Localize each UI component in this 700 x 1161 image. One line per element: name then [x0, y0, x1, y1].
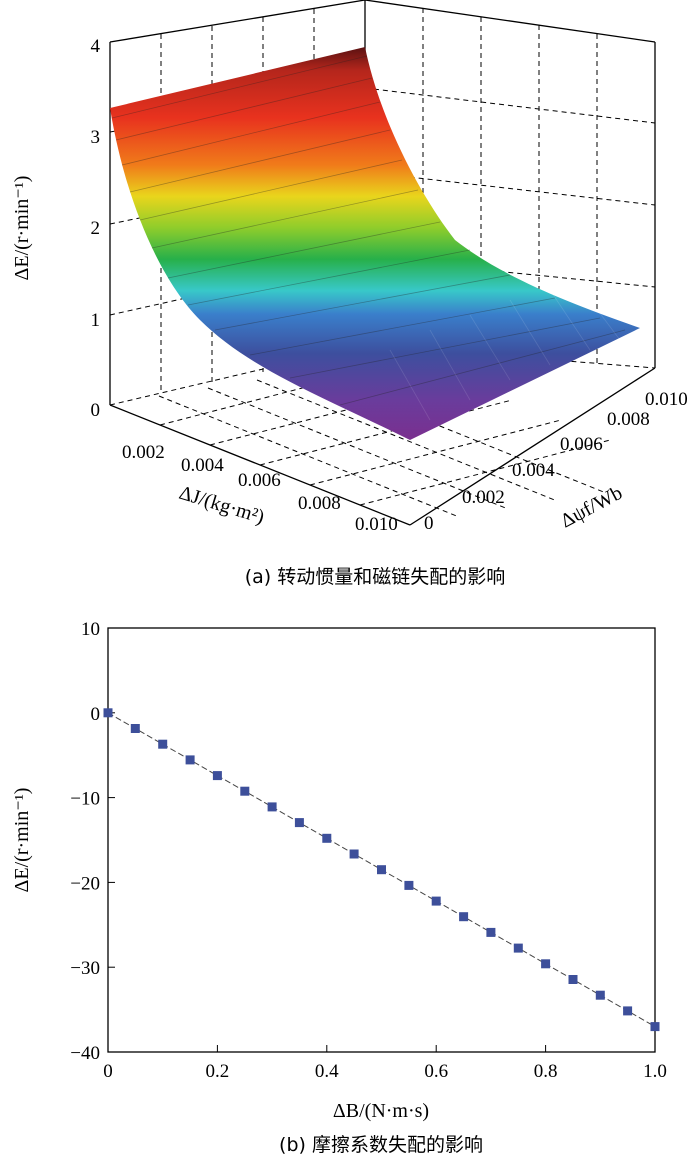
y-tick-label: 10: [81, 619, 100, 640]
y-tick-label: 0.004: [512, 460, 555, 481]
y-tick-label: 0.010: [645, 389, 688, 410]
y-tick-label: −40: [70, 1043, 100, 1064]
data-point: [568, 975, 578, 984]
data-point: [267, 802, 277, 812]
x-tick-label: 0.008: [298, 493, 341, 514]
y-tick-label: −30: [70, 958, 100, 979]
x-tick-label: 0.2: [206, 1061, 230, 1082]
plot-frame: [107, 627, 656, 1053]
y-tick-label: −20: [70, 873, 100, 894]
surface-wire-cross: [389, 289, 621, 421]
y-tick-label: −10: [70, 789, 100, 810]
x-tick-label: 0.004: [181, 455, 224, 476]
z-tick-label: 3: [91, 127, 101, 148]
x-tick-label: 0.6: [424, 1061, 448, 1082]
data-point: [322, 833, 332, 843]
z-tick-label: 4: [91, 36, 101, 57]
x-tick-label: 0.010: [355, 514, 398, 535]
data-point: [240, 786, 250, 796]
data-point: [103, 708, 113, 718]
y-axis-title: Δψf/Wb: [557, 482, 626, 533]
data-point: [294, 818, 304, 828]
x-tick-label: 0.4: [315, 1061, 339, 1082]
data-point: [130, 724, 140, 733]
data-point: [595, 990, 605, 1000]
series-markers: [103, 708, 660, 1032]
x-tick-labels: 0.002 0.004 0.006 0.008 0.010: [122, 442, 398, 535]
data-point: [541, 959, 551, 969]
z-tick-label: 0: [91, 400, 101, 421]
line-figure: 10 0 −10 −20 −30 −40 0 0.2 0.4 0.6 0.8 1.0 ΔE/(r·m…: [0, 600, 700, 1161]
data-point: [623, 1006, 633, 1016]
data-point: [158, 739, 168, 749]
y-tick-label: 0.002: [462, 487, 505, 508]
z-axis-title: ΔE/(r·min⁻¹): [11, 176, 33, 281]
y-ticks: 10 0 −10 −20 −30 −40: [70, 619, 115, 1064]
data-point: [377, 865, 386, 875]
y-tick-labels: 0 0.002 0.004 0.006 0.008 0.010: [424, 389, 688, 534]
caption-b: (b) 摩擦系数失配的影响: [279, 1134, 483, 1156]
y-tick-label: 0.008: [607, 409, 650, 430]
data-point: [212, 771, 222, 781]
z-tick-labels: 4 3 2 1 0: [91, 36, 101, 421]
z-tick-label: 2: [91, 218, 101, 239]
x-tick-label: 0: [103, 1061, 113, 1082]
surface-figure: 4 3 2 1 0 0.002 0.004 0.006 0.008 0.010 …: [11, 0, 688, 588]
data-point: [404, 880, 414, 890]
z-tick-label: 1: [91, 310, 101, 331]
data-point: [349, 849, 359, 859]
x-tick-label: 0.8: [534, 1061, 558, 1082]
surface-mesh: [110, 47, 640, 440]
y-tick-label: 0: [91, 704, 101, 725]
surface-chart: 4 3 2 1 0 0.002 0.004 0.006 0.008 0.010 …: [11, 0, 688, 588]
x-tick-label: 0.002: [122, 442, 165, 463]
data-point: [650, 1022, 660, 1032]
x-axis-title: ΔB/(N·m·s): [333, 1100, 429, 1122]
x-ticks: 0 0.2 0.4 0.6 0.8 1.0: [103, 1045, 667, 1082]
data-point: [486, 927, 496, 937]
x-tick-label: 1.0: [643, 1061, 667, 1082]
x-tick-label: 0.006: [238, 470, 281, 491]
data-point: [431, 896, 441, 906]
y-axis-title: ΔE/(r·min⁻¹): [11, 788, 33, 893]
surface-wire: [111, 55, 626, 406]
caption-a: (a) 转动惯量和磁链失配的影响: [245, 566, 506, 588]
data-point: [513, 943, 523, 953]
y-tick-label: 0: [424, 513, 434, 534]
line-chart: 10 0 −10 −20 −30 −40 0 0.2 0.4 0.6 0.8 1.0 ΔE/(r·m…: [11, 619, 667, 1156]
data-point: [185, 755, 195, 765]
data-point: [459, 912, 469, 922]
y-tick-label: 0.006: [560, 434, 603, 455]
